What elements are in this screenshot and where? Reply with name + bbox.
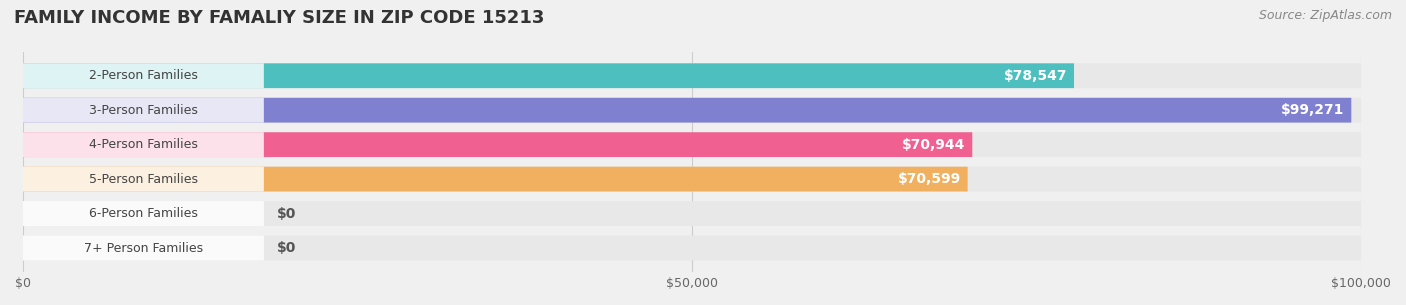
- FancyBboxPatch shape: [22, 235, 264, 260]
- FancyBboxPatch shape: [22, 167, 264, 192]
- Text: $0: $0: [277, 206, 297, 221]
- FancyBboxPatch shape: [22, 98, 264, 123]
- FancyBboxPatch shape: [22, 132, 973, 157]
- FancyBboxPatch shape: [22, 235, 1361, 260]
- Text: FAMILY INCOME BY FAMALIY SIZE IN ZIP CODE 15213: FAMILY INCOME BY FAMALIY SIZE IN ZIP COD…: [14, 9, 544, 27]
- Text: $0: $0: [277, 241, 297, 255]
- Text: 7+ Person Families: 7+ Person Families: [84, 242, 202, 254]
- Text: $70,944: $70,944: [903, 138, 966, 152]
- FancyBboxPatch shape: [22, 201, 1361, 226]
- FancyBboxPatch shape: [22, 63, 1074, 88]
- FancyBboxPatch shape: [22, 132, 264, 157]
- FancyBboxPatch shape: [22, 201, 264, 226]
- FancyBboxPatch shape: [22, 98, 1351, 123]
- Text: 5-Person Families: 5-Person Families: [89, 173, 198, 186]
- Text: 3-Person Families: 3-Person Families: [89, 104, 198, 117]
- Text: 2-Person Families: 2-Person Families: [89, 69, 198, 82]
- Text: $70,599: $70,599: [897, 172, 960, 186]
- Text: 4-Person Families: 4-Person Families: [89, 138, 198, 151]
- Text: 6-Person Families: 6-Person Families: [89, 207, 198, 220]
- FancyBboxPatch shape: [22, 63, 264, 88]
- FancyBboxPatch shape: [22, 98, 1361, 123]
- Text: $78,547: $78,547: [1004, 69, 1067, 83]
- FancyBboxPatch shape: [22, 167, 967, 192]
- FancyBboxPatch shape: [22, 132, 1361, 157]
- FancyBboxPatch shape: [22, 167, 1361, 192]
- FancyBboxPatch shape: [22, 63, 1361, 88]
- Text: Source: ZipAtlas.com: Source: ZipAtlas.com: [1258, 9, 1392, 22]
- Text: $99,271: $99,271: [1281, 103, 1344, 117]
